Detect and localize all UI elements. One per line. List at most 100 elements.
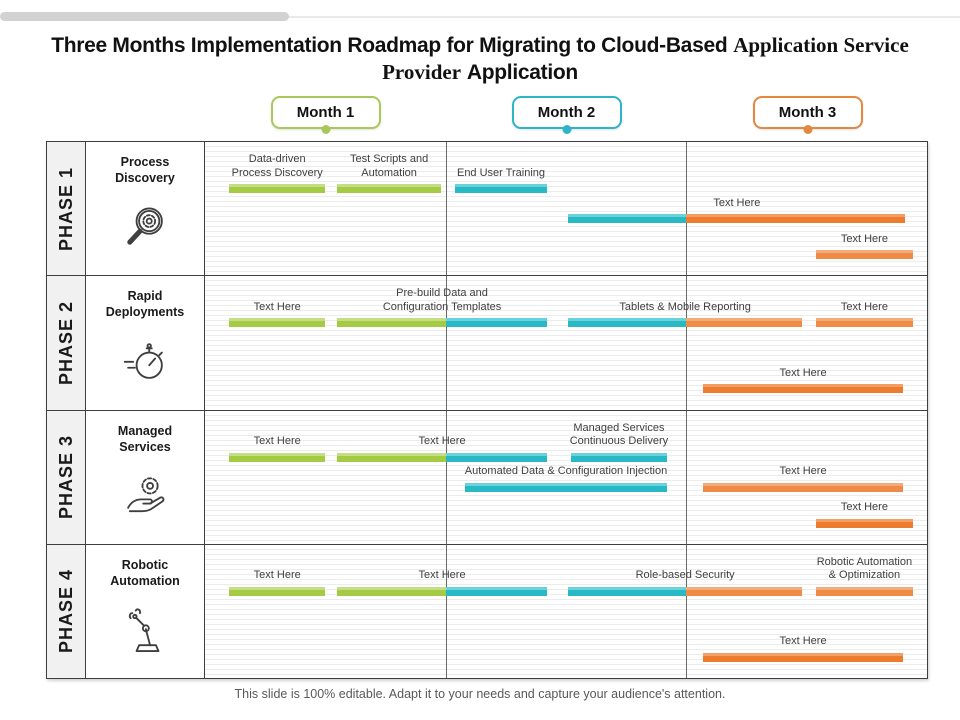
- month-divider-line: [686, 410, 688, 544]
- task-bar: Text Here: [703, 635, 903, 662]
- task-bar-label: Text Here: [780, 367, 827, 381]
- task-bar-segment-teal: [568, 318, 687, 328]
- task-bar: Tablets & Mobile Reporting: [568, 301, 802, 328]
- month-header-2: Month 2: [511, 96, 622, 129]
- slide-footer-note: This slide is 100% editable. Adapt it to…: [234, 687, 726, 701]
- task-bar: Automated Data & Configuration Injection: [464, 465, 668, 492]
- stopwatch-icon: [118, 334, 172, 393]
- phase-name: Robotic Automation: [110, 557, 180, 588]
- task-bar-label-line: Data-driven: [248, 153, 306, 165]
- task-bar: Text Here: [337, 569, 547, 596]
- task-bar-label-line: Text Here: [253, 435, 301, 447]
- task-bar: Test Scripts and Automation: [337, 153, 441, 193]
- month-marker-dot: [562, 125, 571, 134]
- task-bar: Text Here: [229, 569, 326, 596]
- task-bar: Managed Services Continuous Delivery: [570, 422, 668, 462]
- task-bar: Text Here: [703, 367, 903, 394]
- month-divider-line: [445, 410, 447, 544]
- phase-name-cell: Managed Services: [86, 410, 205, 544]
- phase-label: PHASE 4: [55, 569, 76, 654]
- task-bar-label: End User Training: [457, 167, 545, 181]
- task-bar-label-line: Robotic Automation: [816, 555, 913, 568]
- task-bar-segment-teal: [464, 482, 668, 492]
- phase-name: Rapid Deployments: [105, 289, 185, 320]
- month-divider-line: [445, 142, 447, 276]
- task-bar-label: Managed Services Continuous Delivery: [570, 422, 668, 449]
- month-divider-line: [686, 142, 688, 276]
- task-bar-label-line: Text Here: [253, 569, 301, 582]
- task-bar-segment-green: [229, 452, 326, 462]
- task-bar: Data-driven Process Discovery: [229, 153, 326, 193]
- phase-timeline: Data-driven Process Discovery Test Scripts…: [205, 142, 927, 276]
- task-bar-label: Test Scripts and Automation: [350, 153, 428, 180]
- phase-label-cell: PHASE 3: [47, 410, 86, 544]
- task-bar-label-line: & Optimization: [828, 569, 901, 582]
- phase-label-cell: PHASE 2: [47, 276, 86, 410]
- task-bar: Text Here: [816, 301, 913, 328]
- task-bar-segment-orangeLight: [686, 586, 802, 596]
- month-marker-dot: [803, 125, 812, 134]
- task-bar-segment-teal: [455, 184, 547, 193]
- task-bar: Text Here: [229, 435, 326, 462]
- task-bar-label-line: Text Here: [840, 501, 888, 513]
- task-bar-label-line: Automated Data & Configuration Injection: [464, 465, 668, 477]
- phase-row-3: PHASE 3 Managed Services Text Here Text Her…: [47, 410, 927, 545]
- task-bar-label-line: Text Here: [779, 366, 827, 379]
- task-bar-segment-teal: [570, 452, 668, 462]
- title-sans-tail: Application: [466, 61, 578, 84]
- task-bar-label-line: Role-based Security: [635, 569, 735, 582]
- task-bar-segment-orangeLight: [686, 318, 802, 328]
- phase-name-cell: Process Discovery: [86, 142, 205, 276]
- month-marker-dot: [321, 125, 330, 134]
- month-divider-line: [686, 276, 688, 410]
- slide-title: Three Months Implementation Roadmap for …: [40, 32, 920, 86]
- task-bar-label: Text Here: [419, 569, 466, 583]
- task-bar-label-line: Pre-build Data and: [396, 287, 488, 300]
- task-bar-label: Robotic Automation & Optimization: [817, 556, 912, 583]
- month-header-3: Month 3: [752, 96, 863, 129]
- month-divider-line: [686, 544, 688, 678]
- phase-name: Managed Services: [117, 423, 173, 454]
- task-bar-label: Role-based Security: [636, 569, 735, 583]
- phase-timeline: Text Here Text Here Managed Services Contin…: [205, 410, 927, 544]
- task-bar-segment-green: [337, 318, 446, 328]
- header-divider-line: [0, 16, 960, 18]
- task-bar-segment-orange: [686, 214, 906, 223]
- month-divider-line: [445, 544, 447, 678]
- task-bar-segment-orange: [703, 652, 903, 662]
- task-bar-label-line: Configuration Templates: [382, 300, 502, 313]
- phase-name-cell: Robotic Automation: [86, 544, 205, 678]
- task-bar: Text Here: [337, 435, 547, 462]
- task-bar-segment-green: [337, 452, 446, 462]
- phase-label-cell: PHASE 1: [47, 142, 86, 276]
- task-bar-label-line: Automation: [361, 166, 417, 179]
- task-bar-segment-teal: [445, 452, 547, 462]
- task-bar-segment-green: [337, 184, 441, 193]
- phase-row-2: PHASE 2 Rapid Deployments Text Here Pre-bui…: [47, 276, 927, 411]
- robot-arm-icon: [118, 603, 172, 662]
- phase-label: PHASE 2: [55, 300, 76, 385]
- task-bar-label-line: Text Here: [418, 569, 466, 582]
- task-bar-label-line: Test Scripts and: [349, 153, 429, 165]
- task-bar-label-line: Tablets & Mobile Reporting: [619, 300, 751, 313]
- task-bar-label: Pre-build Data and Configuration Template…: [383, 287, 501, 314]
- task-bar-label-line: Text Here: [840, 300, 888, 313]
- phase-row-1: PHASE 1 Process Discovery Data-driven Proce…: [47, 142, 927, 277]
- task-bar: Text Here: [568, 197, 906, 223]
- task-bar-label: Text Here: [841, 301, 888, 315]
- phase-name-cell: Rapid Deployments: [86, 276, 205, 410]
- phase-label-cell: PHASE 4: [47, 544, 86, 678]
- phase-timeline: Text Here Pre-build Data and Configuration…: [205, 276, 927, 410]
- task-bar-label-line: Text Here: [253, 300, 301, 313]
- task-bar-segment-teal: [568, 586, 687, 596]
- month-header-row: Month 1 Month 2 Month 3: [205, 92, 928, 141]
- task-bar-label-line: Managed Services: [573, 421, 665, 434]
- task-bar-segment-orangeLight: [703, 482, 903, 492]
- task-bar-label: Text Here: [841, 501, 888, 515]
- magnifier-gear-icon: [118, 200, 172, 259]
- task-bar-label: Data-driven Process Discovery: [232, 153, 323, 180]
- task-bar-label: Text Here: [841, 233, 888, 247]
- roadmap-table: PHASE 1 Process Discovery Data-driven Proce…: [46, 141, 928, 679]
- task-bar-label-line: Process Discovery: [231, 166, 323, 179]
- task-bar-segment-green: [229, 586, 326, 596]
